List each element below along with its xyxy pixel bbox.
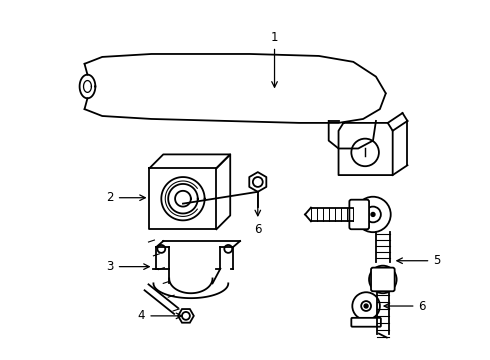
- Circle shape: [371, 212, 375, 216]
- Text: 1: 1: [271, 31, 278, 87]
- Circle shape: [364, 304, 368, 308]
- Text: 6: 6: [254, 195, 262, 236]
- Polygon shape: [178, 309, 194, 323]
- FancyBboxPatch shape: [349, 200, 369, 229]
- Text: 4: 4: [138, 309, 182, 322]
- FancyBboxPatch shape: [371, 267, 394, 291]
- FancyBboxPatch shape: [351, 318, 381, 327]
- Text: 6: 6: [384, 300, 426, 312]
- Text: 5: 5: [397, 254, 441, 267]
- Text: 2: 2: [106, 191, 146, 204]
- Text: 3: 3: [106, 260, 149, 273]
